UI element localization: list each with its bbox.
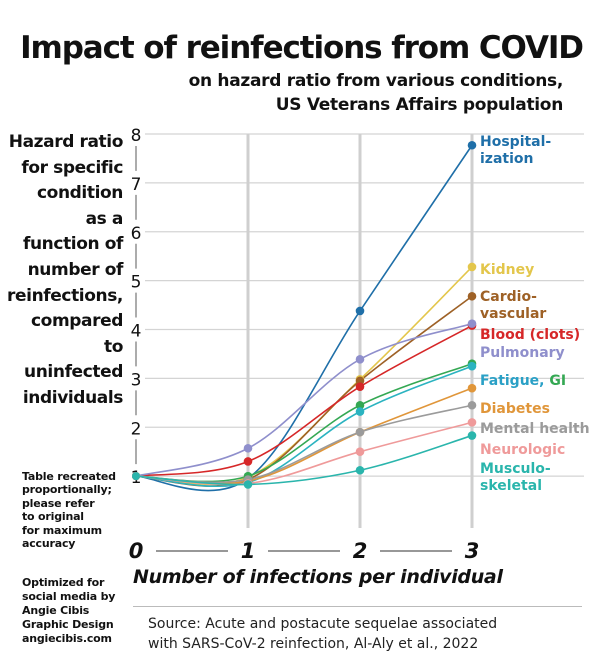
x-axis-label: Number of infections per individual: [133, 566, 503, 588]
y-tick-label: 4: [131, 322, 142, 342]
data-point: [355, 407, 365, 416]
data-point: [243, 457, 253, 466]
series-label: vascular: [480, 306, 546, 322]
y-tick-label: 5: [131, 273, 142, 293]
data-point: [467, 140, 477, 150]
series-label: ization: [480, 151, 533, 167]
data-point: [355, 306, 365, 316]
data-point: [467, 431, 477, 440]
y-tick-label: 2: [131, 419, 142, 439]
series-line: [135, 365, 473, 488]
data-point: [355, 382, 365, 391]
series-line: [135, 362, 473, 483]
source-line: with SARS-CoV-2 reinfection, Al-Aly et a…: [148, 636, 479, 652]
x-tick-label: 3: [465, 539, 480, 560]
data-point: [355, 355, 365, 364]
credit-line: social media by: [22, 590, 116, 603]
data-point: [355, 427, 365, 437]
series-line: [135, 144, 473, 492]
series-label: Mental health: [480, 421, 590, 437]
recreation-note: Table recreated proportionally; please r…: [22, 470, 116, 550]
note-line: to original: [22, 510, 84, 524]
series-line: [135, 434, 473, 486]
series-label: Musculo-: [480, 461, 551, 477]
data-point: [467, 361, 477, 371]
note-line: Table recreated: [22, 470, 116, 483]
note-line: for maximum: [22, 523, 102, 537]
series-label: Pulmonary: [480, 345, 565, 361]
series-label: skeletal: [480, 478, 542, 494]
chart-subtitle-line-1: on hazard ratio from various conditions,: [188, 71, 564, 91]
chart-subtitle-line-2: US Veterans Affairs population: [275, 95, 564, 115]
series-label: Neurologic: [480, 442, 565, 458]
y-description-line: condition: [37, 183, 123, 204]
data-point: [467, 383, 477, 393]
chart-title: Impact of reinfections from COVID: [20, 30, 584, 66]
y-description-line: individuals: [22, 387, 124, 408]
y-description-line: Hazard ratio: [8, 132, 124, 152]
series-label-part: GI: [549, 373, 566, 389]
y-description-line: function of: [22, 234, 123, 255]
data-point: [467, 291, 477, 301]
note-line: please refer: [22, 496, 95, 510]
series-label: Fatigue, GI: [480, 373, 566, 389]
y-axis-description: Hazard ratio for specific condition as a…: [0, 130, 123, 412]
series-line: [135, 421, 473, 486]
y-tick-label: 8: [131, 126, 142, 146]
credit-line: Optimized for: [22, 576, 105, 589]
y-description-line: uninfected: [24, 362, 123, 383]
x-tick-label: 0: [129, 539, 144, 560]
data-point: [243, 443, 253, 453]
y-tick-label: 7: [131, 175, 142, 195]
credit-line: Angie Cibis: [22, 604, 90, 617]
series-label: Kidney: [480, 262, 534, 278]
data-point: [132, 472, 140, 481]
y-description-line: for specific: [21, 157, 123, 178]
data-point: [243, 480, 253, 489]
data-point: [355, 465, 365, 475]
data-point: [355, 400, 365, 410]
y-description-line: reinfections,: [7, 285, 123, 306]
credit-line: angiecibis.com: [22, 632, 112, 645]
data-point: [467, 418, 477, 427]
data-point: [467, 319, 477, 328]
data-point: [355, 447, 365, 456]
series-label-part: Fatigue,: [480, 373, 549, 389]
y-description-line: number of: [27, 259, 124, 280]
line-chart: 123456780123Hospital-izationKidneyCardio…: [129, 126, 590, 560]
data-point: [467, 400, 477, 410]
source-divider: [133, 606, 582, 607]
y-description-line: as a: [85, 208, 124, 229]
series-label: Cardio-: [480, 289, 537, 305]
credit-line: Graphic Design: [22, 618, 114, 631]
y-description-line: to: [103, 336, 123, 357]
designer-credit: Optimized for social media by Angie Cibi…: [22, 576, 115, 646]
data-point: [467, 262, 477, 272]
note-line: accuracy: [22, 537, 76, 551]
source-citation: Source: Acute and postacute sequelae ass…: [148, 614, 497, 654]
y-description-line: compared: [31, 311, 123, 332]
x-tick-label: 1: [241, 539, 256, 560]
series-line: [135, 324, 473, 477]
y-tick-label: 3: [131, 370, 142, 390]
series-label: Blood (clots): [480, 327, 580, 343]
x-tick-label: 2: [353, 539, 368, 560]
series-label: Diabetes: [480, 401, 550, 417]
series-line: [135, 322, 473, 477]
series-label: Hospital-: [480, 134, 551, 150]
note-line: proportionally;: [22, 483, 112, 497]
y-tick-label: 6: [131, 224, 142, 244]
source-line: Source: Acute and postacute sequelae ass…: [148, 616, 498, 632]
